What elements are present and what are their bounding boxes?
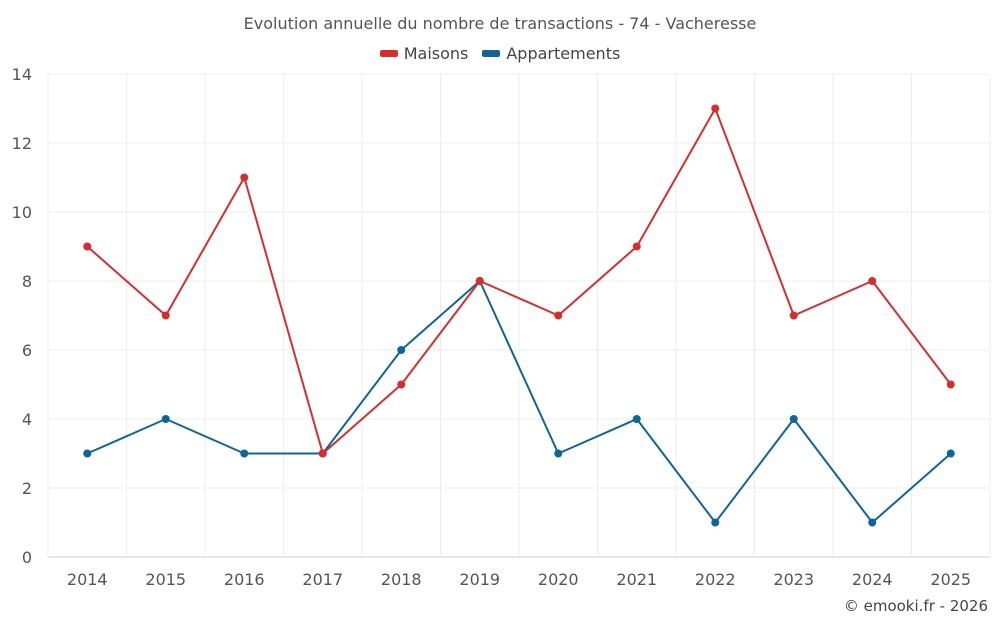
y-tick-label: 10 — [12, 203, 32, 222]
legend-swatch-maisons — [379, 50, 398, 57]
point-appartements-2014[interactable] — [83, 449, 92, 458]
point-maisons-2016[interactable] — [240, 173, 249, 182]
x-tick-label-2020: 2020 — [538, 570, 579, 589]
legend: Maisons Appartements — [0, 44, 1000, 63]
x-tick-label-2021: 2021 — [616, 570, 657, 589]
legend-item-appartements[interactable]: Appartements — [482, 44, 620, 63]
x-tick-label-2024: 2024 — [852, 570, 893, 589]
point-maisons-2024[interactable] — [868, 277, 877, 285]
point-appartements-2020[interactable] — [554, 449, 563, 458]
point-maisons-2025[interactable] — [946, 380, 955, 389]
y-tick-label: 4 — [22, 410, 32, 429]
point-appartements-2021[interactable] — [632, 415, 641, 423]
legend-item-maisons[interactable]: Maisons — [379, 44, 469, 63]
point-appartements-2022[interactable] — [711, 518, 720, 527]
point-appartements-2018[interactable] — [397, 346, 406, 354]
x-tick-label-2014: 2014 — [67, 570, 108, 589]
axes: 0 2 4 6 8 10 12 14 2014 2015 2016 2017 2018 2019 2020 2… — [12, 65, 971, 589]
x-tick-label-2018: 2018 — [381, 570, 422, 589]
point-maisons-2023[interactable] — [789, 311, 798, 320]
point-maisons-2020[interactable] — [554, 311, 563, 320]
point-maisons-2017[interactable] — [318, 449, 327, 458]
point-maisons-2022[interactable] — [711, 104, 720, 113]
y-tick-label: 0 — [22, 548, 32, 567]
x-tick-label-2015: 2015 — [145, 570, 186, 589]
y-tick-label: 8 — [22, 272, 32, 291]
point-maisons-2019[interactable] — [475, 277, 484, 285]
y-tick-label: 2 — [22, 479, 32, 498]
series-line-maisons — [86, 107, 952, 455]
point-appartements-2016[interactable] — [240, 449, 249, 458]
credit-text: © emooki.fr - 2026 — [843, 597, 988, 615]
legend-label-maisons: Maisons — [403, 44, 469, 63]
point-maisons-2018[interactable] — [397, 380, 406, 389]
point-appartements-2015[interactable] — [161, 415, 170, 423]
point-maisons-2021[interactable] — [632, 242, 641, 251]
x-tick-label-2022: 2022 — [695, 570, 736, 589]
point-appartements-2023[interactable] — [789, 415, 798, 423]
chart-title: Evolution annuelle du nombre de transact… — [243, 14, 757, 33]
x-tick-label-2016: 2016 — [224, 570, 265, 589]
grid-lines — [47, 73, 991, 558]
point-maisons-2015[interactable] — [161, 311, 170, 320]
y-tick-label: 6 — [22, 341, 32, 360]
x-tick-label-2025: 2025 — [930, 570, 971, 589]
point-appartements-2025[interactable] — [946, 449, 955, 458]
point-appartements-2024[interactable] — [868, 518, 877, 527]
series-line-appartements — [86, 280, 952, 524]
point-maisons-2014[interactable] — [83, 242, 92, 251]
x-tick-label-2019: 2019 — [459, 570, 500, 589]
legend-label-appartements: Appartements — [506, 44, 621, 63]
series-layer — [83, 104, 955, 527]
y-tick-label: 12 — [12, 134, 32, 153]
x-tick-label-2017: 2017 — [302, 570, 343, 589]
x-tick-label-2023: 2023 — [773, 570, 814, 589]
y-tick-label: 14 — [12, 65, 32, 84]
legend-swatch-appartements — [482, 50, 501, 57]
